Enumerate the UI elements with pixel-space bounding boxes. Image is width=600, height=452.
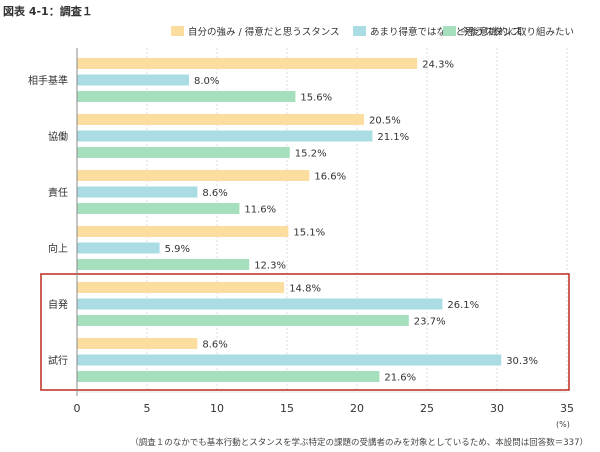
x-tick-label-1: 5 xyxy=(144,402,151,415)
legend-swatch-strength xyxy=(171,26,184,36)
bar-value-label-2-0: 16.6% xyxy=(314,172,346,183)
footnote: （調査１のなかでも基本行動とスタンスを学ぶ特定の課題の受講者のみを対象としている… xyxy=(130,438,588,448)
bar-3-1 xyxy=(77,242,160,254)
bar-value-label-5-2: 21.6% xyxy=(384,373,416,384)
category-label-3: 向上 xyxy=(48,242,68,255)
bar-value-label-1-1: 21.1% xyxy=(377,132,409,143)
bar-value-label-2-2: 11.6% xyxy=(244,205,276,216)
bar-value-label-5-0: 8.6% xyxy=(202,340,227,351)
bar-2-0 xyxy=(77,170,310,181)
figure-title: 図表 4-1：調査１ xyxy=(3,5,93,18)
chart-legend: 自分の強み / 得意だと思うスタンス あまり得意ではないと思うスタンス 今後意識… xyxy=(0,20,600,40)
bar-value-label-0-2: 15.6% xyxy=(300,93,332,104)
x-tick-label-0: 0 xyxy=(74,402,81,415)
bar-value-label-1-0: 20.5% xyxy=(369,116,401,127)
highlight-box xyxy=(40,273,570,391)
bar-5-2 xyxy=(77,371,380,382)
legend-swatch-future xyxy=(443,26,456,36)
bar-5-1 xyxy=(77,354,502,366)
bar-value-label-4-0: 14.8% xyxy=(289,284,321,295)
bar-4-2 xyxy=(77,315,409,326)
unit-label: (%) xyxy=(556,420,570,429)
legend-swatch-weak xyxy=(353,26,366,36)
bar-0-1 xyxy=(77,74,189,86)
legend-label-future: 今後意識的に取り組みたい xyxy=(460,27,575,38)
bar-2-2 xyxy=(77,203,240,214)
bar-value-label-0-0: 24.3% xyxy=(422,60,454,71)
bar-5-0 xyxy=(77,338,198,349)
bar-1-0 xyxy=(77,114,364,125)
bar-value-label-0-1: 8.0% xyxy=(194,76,219,87)
x-tick-label-3: 15 xyxy=(280,402,294,415)
bar-2-1 xyxy=(77,186,198,198)
legend-label-strength: 自分の強み / 得意だと思うスタンス xyxy=(188,27,340,38)
bar-1-2 xyxy=(77,147,290,158)
bar-value-label-1-2: 15.2% xyxy=(295,149,327,160)
bar-value-label-3-1: 5.9% xyxy=(165,244,190,255)
bar-value-label-3-2: 12.3% xyxy=(254,261,286,272)
bar-4-0 xyxy=(77,282,285,293)
x-tick-label-6: 30 xyxy=(490,402,504,415)
x-tick-label-5: 25 xyxy=(420,402,434,415)
bar-0-2 xyxy=(77,91,296,102)
bar-value-label-3-0: 15.1% xyxy=(293,228,325,239)
x-tick-label-4: 20 xyxy=(350,402,364,415)
legend-item-future: 今後意識的に取り組みたい xyxy=(443,24,574,38)
category-label-4: 自発 xyxy=(48,298,68,311)
bar-4-1 xyxy=(77,298,443,310)
legend-item-strength: 自分の強み / 得意だと思うスタンス xyxy=(171,24,340,38)
bar-value-label-2-1: 8.6% xyxy=(202,188,227,199)
bar-3-0 xyxy=(77,226,289,237)
x-tick-label-7: 35 xyxy=(560,402,574,415)
bar-value-label-4-1: 26.1% xyxy=(447,300,479,311)
category-label-0: 相手基準 xyxy=(28,74,68,87)
bar-value-label-5-1: 30.3% xyxy=(506,356,538,367)
category-label-2: 責任 xyxy=(48,186,68,199)
category-label-5: 試行 xyxy=(48,354,68,367)
x-tick-label-2: 10 xyxy=(210,402,224,415)
bar-1-1 xyxy=(77,130,373,142)
bar-value-label-4-2: 23.7% xyxy=(414,317,446,328)
bar-3-2 xyxy=(77,259,250,270)
bar-0-0 xyxy=(77,58,418,69)
category-label-1: 協働 xyxy=(48,130,68,143)
